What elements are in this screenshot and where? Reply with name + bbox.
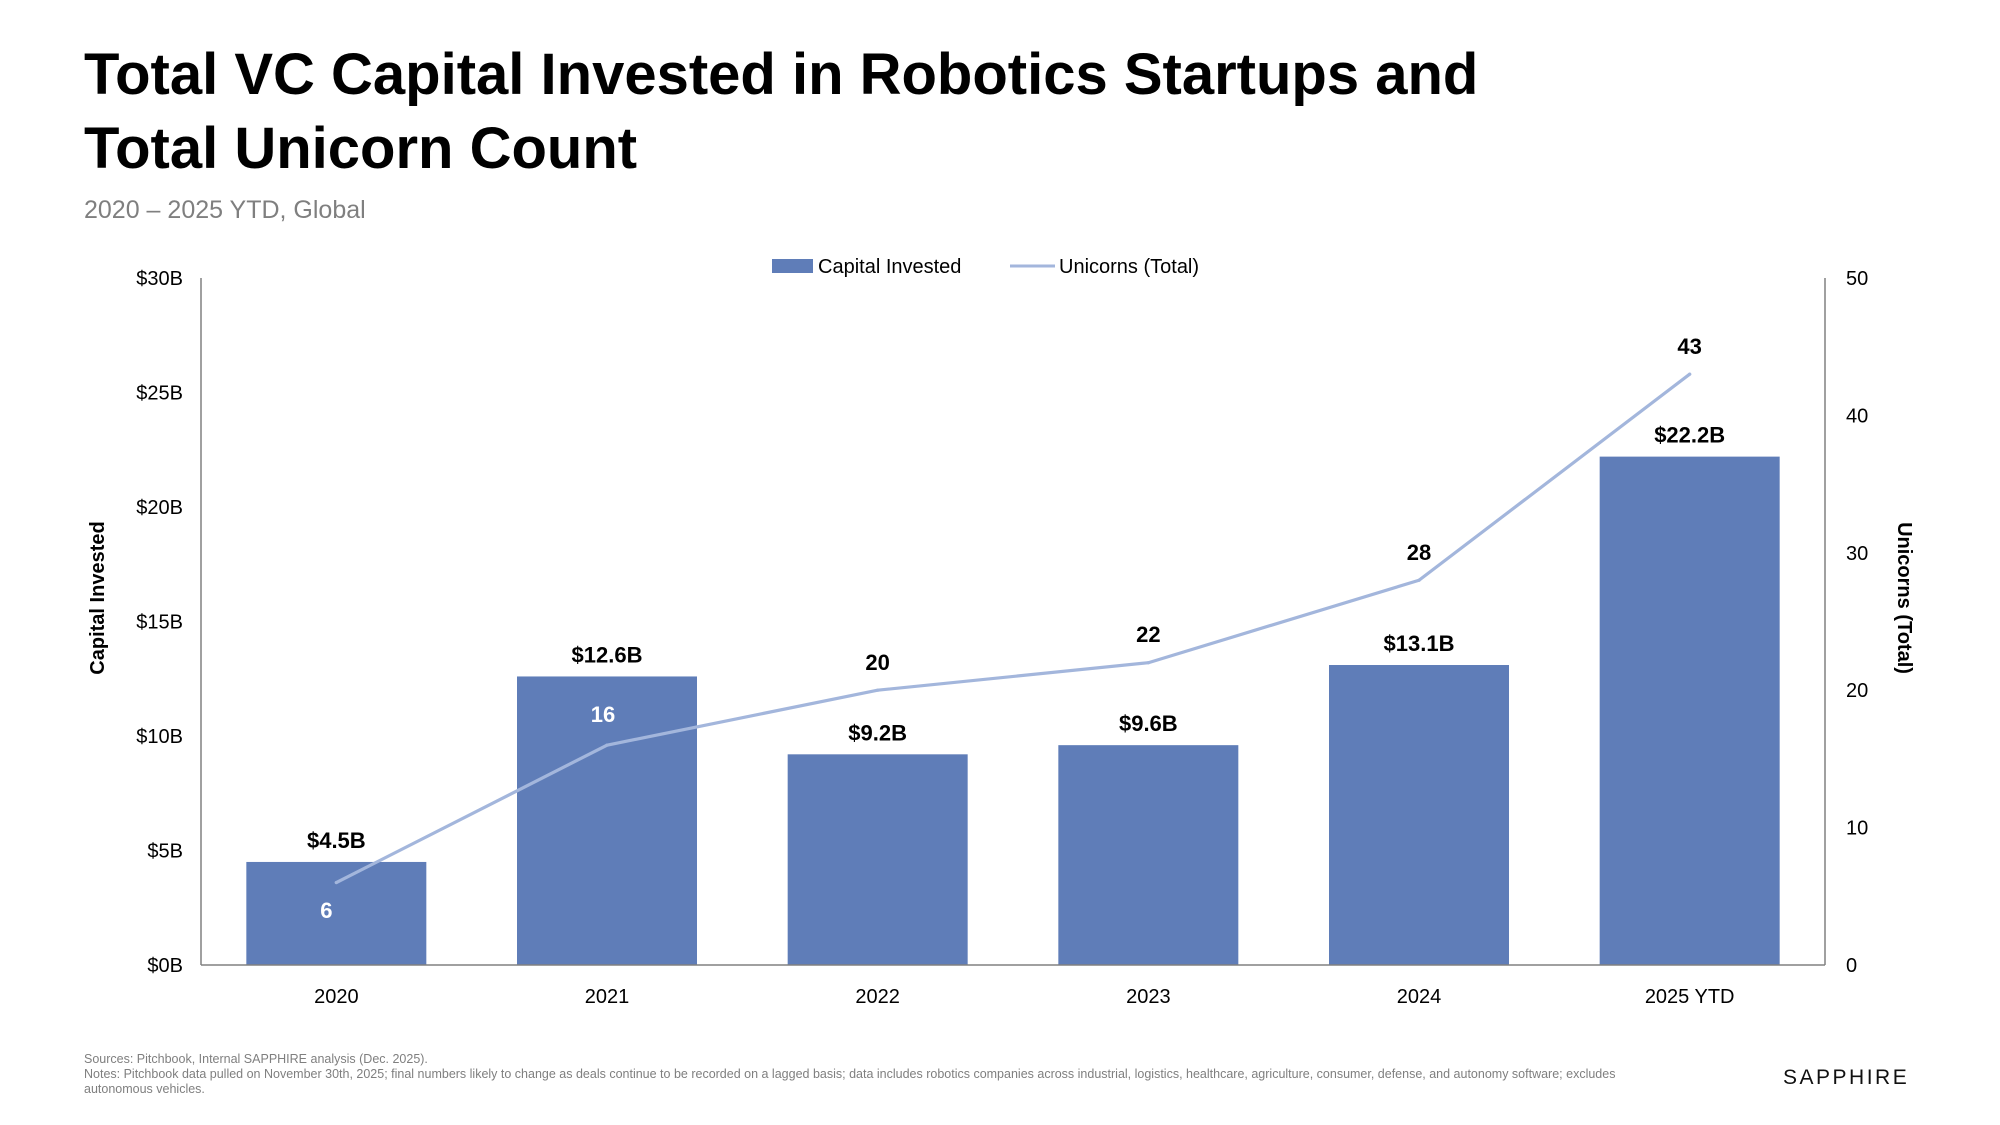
legend-label-unicorns: Unicorns (Total) bbox=[1059, 256, 1199, 278]
right-tick-label: 30 bbox=[1846, 543, 1868, 565]
bar-2021 bbox=[517, 676, 697, 965]
unicorn-value-label: 22 bbox=[1136, 622, 1160, 647]
left-tick-label: $0B bbox=[147, 955, 183, 977]
bar-value-label: $9.2B bbox=[848, 720, 907, 745]
bar-2024 bbox=[1329, 665, 1509, 965]
unicorn-point-2025-ytd bbox=[1688, 372, 1692, 376]
left-tick-label: $15B bbox=[136, 612, 183, 634]
left-tick-label: $5B bbox=[147, 841, 183, 863]
unicorn-value-label: 6 bbox=[320, 898, 332, 923]
left-tick-label: $25B bbox=[136, 383, 183, 405]
sources-note: Sources: Pitchbook, Internal SAPPHIRE an… bbox=[84, 1052, 428, 1066]
bar-2022 bbox=[787, 754, 968, 965]
chart-subtitle: 2020 – 2025 YTD, Global bbox=[84, 196, 366, 224]
legend: Capital Invested Unicorns (Total) bbox=[772, 256, 1199, 278]
right-tick-label: 10 bbox=[1846, 818, 1868, 840]
bar-value-label: $13.1B bbox=[1384, 631, 1455, 656]
notes-line-2: autonomous vehicles. bbox=[84, 1082, 205, 1096]
unicorn-point-2021 bbox=[605, 743, 609, 747]
unicorn-point-2024 bbox=[1417, 578, 1421, 582]
right-axis-title: Unicorns (Total) bbox=[1893, 522, 1915, 674]
notes-line-1: Notes: Pitchbook data pulled on November… bbox=[84, 1067, 1616, 1081]
brand-logo: SAPPHIRE bbox=[1783, 1066, 1910, 1089]
right-tick-label: 0 bbox=[1846, 955, 1857, 977]
line-series-unicorns bbox=[334, 372, 1692, 885]
unicorn-line bbox=[334, 372, 1692, 885]
bar-2025-ytd bbox=[1599, 456, 1780, 965]
bar-2020 bbox=[246, 861, 427, 965]
left-tick-label: $20B bbox=[136, 497, 183, 519]
x-tick-label: 2021 bbox=[585, 986, 630, 1008]
right-tick-label: 40 bbox=[1846, 405, 1868, 427]
unicorn-value-label: 43 bbox=[1677, 334, 1701, 359]
x-tick-label: 2020 bbox=[314, 986, 359, 1008]
data-labels: $4.5B $12.6B $9.2B $9.6B $13.1B $22.2B 6 16 20 22… bbox=[307, 334, 1725, 923]
x-tick-label: 2024 bbox=[1397, 986, 1442, 1008]
unicorn-point-2023 bbox=[1146, 661, 1150, 665]
title-line-1: Total VC Capital Invested in Robotics St… bbox=[84, 42, 1479, 107]
unicorn-value-label: 20 bbox=[865, 650, 889, 675]
right-tick-label: 20 bbox=[1846, 680, 1868, 702]
x-tick-label: 2023 bbox=[1126, 986, 1171, 1008]
title-line-2: Total Unicorn Count bbox=[84, 116, 638, 181]
legend-label-capital-invested: Capital Invested bbox=[818, 256, 961, 278]
legend-swatch-bar bbox=[772, 259, 813, 273]
bar-2023 bbox=[1058, 745, 1239, 965]
bar-value-label: $9.6B bbox=[1119, 711, 1178, 736]
unicorn-value-label: 28 bbox=[1407, 540, 1431, 565]
combo-chart: $0B$5B$10B$15B$20B$25B$30B01020304050202… bbox=[87, 256, 1915, 1008]
left-axis-title: Capital Invested bbox=[87, 521, 109, 674]
bar-value-label: $22.2B bbox=[1654, 423, 1725, 448]
x-tick-label: 2025 YTD bbox=[1645, 986, 1735, 1008]
left-tick-label: $10B bbox=[136, 726, 183, 748]
chart-title: Total VC Capital Invested in Robotics St… bbox=[84, 38, 1964, 186]
footnotes: Sources: Pitchbook, Internal SAPPHIRE an… bbox=[84, 1052, 1744, 1097]
right-tick-label: 50 bbox=[1846, 268, 1868, 290]
bar-value-label: $12.6B bbox=[572, 642, 643, 667]
left-tick-label: $30B bbox=[136, 268, 183, 290]
unicorn-point-2022 bbox=[876, 688, 880, 692]
axes: $0B$5B$10B$15B$20B$25B$30B01020304050202… bbox=[87, 268, 1915, 1008]
bar-series-capital-invested bbox=[246, 456, 1780, 965]
unicorn-point-2020 bbox=[334, 880, 338, 885]
x-tick-label: 2022 bbox=[855, 986, 900, 1008]
bar-value-label: $4.5B bbox=[307, 828, 366, 853]
unicorn-value-label: 16 bbox=[591, 702, 615, 727]
